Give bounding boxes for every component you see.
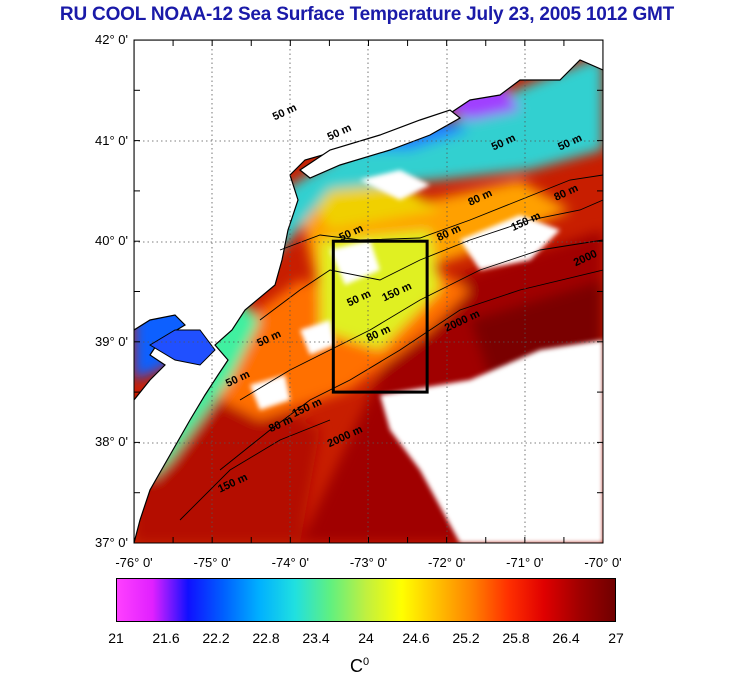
colorbar-unit: C0 — [350, 656, 370, 676]
map-title: RU COOL NOAA-12 Sea Surface Temperature … — [59, 4, 675, 25]
lon-tick-label: -75° 0' — [193, 555, 231, 570]
lat-tick-label: 40° 0' — [95, 233, 128, 249]
colorbar-tick-label: 25.8 — [502, 630, 530, 646]
study-box — [331, 239, 429, 394]
colorbar-tick-label: 27 — [608, 630, 624, 646]
lon-tick-label: -74° 0' — [271, 555, 309, 570]
lat-tick-label: 39° 0' — [95, 333, 128, 349]
cloud-mask — [250, 170, 603, 543]
colorbar-tick-label: 24.6 — [402, 630, 430, 646]
colorbar-tick-label: 23.4 — [302, 630, 330, 646]
colorbar-tick-label: 25.2 — [452, 630, 480, 646]
colorbar-tick-label: 22.2 — [202, 630, 230, 646]
lon-tick-label: -76° 0' — [115, 555, 153, 570]
long-island — [298, 109, 462, 179]
isobaths — [179, 174, 603, 521]
lat-tick-label: 42° 0' — [95, 32, 128, 47]
colorbar-tick-label: 21.6 — [152, 630, 180, 646]
colorbar-tick-label: 22.8 — [252, 630, 280, 646]
colorbar-tick-label: 26.4 — [552, 630, 580, 646]
sst-field: 50 m50 m 50 m 50 m50 m80 m 80 m80 m 150 m200… — [134, 40, 603, 543]
lon-tick-label: -72° 0' — [428, 555, 466, 570]
lon-tick-label: -73° 0' — [349, 555, 388, 570]
colorbar-tick-label: 24 — [358, 630, 374, 646]
land — [134, 40, 603, 543]
colorbar-tick-label: 21 — [108, 630, 124, 646]
colorbar — [116, 578, 616, 622]
lat-tick-label: 38° 0' — [95, 434, 128, 450]
lon-tick-label: -71° 0' — [506, 555, 544, 570]
lat-tick-label: 37° 0' — [95, 535, 128, 550]
lat-tick-label: 41° 0' — [95, 132, 128, 148]
lon-tick-label: -70° 0' — [584, 555, 622, 570]
